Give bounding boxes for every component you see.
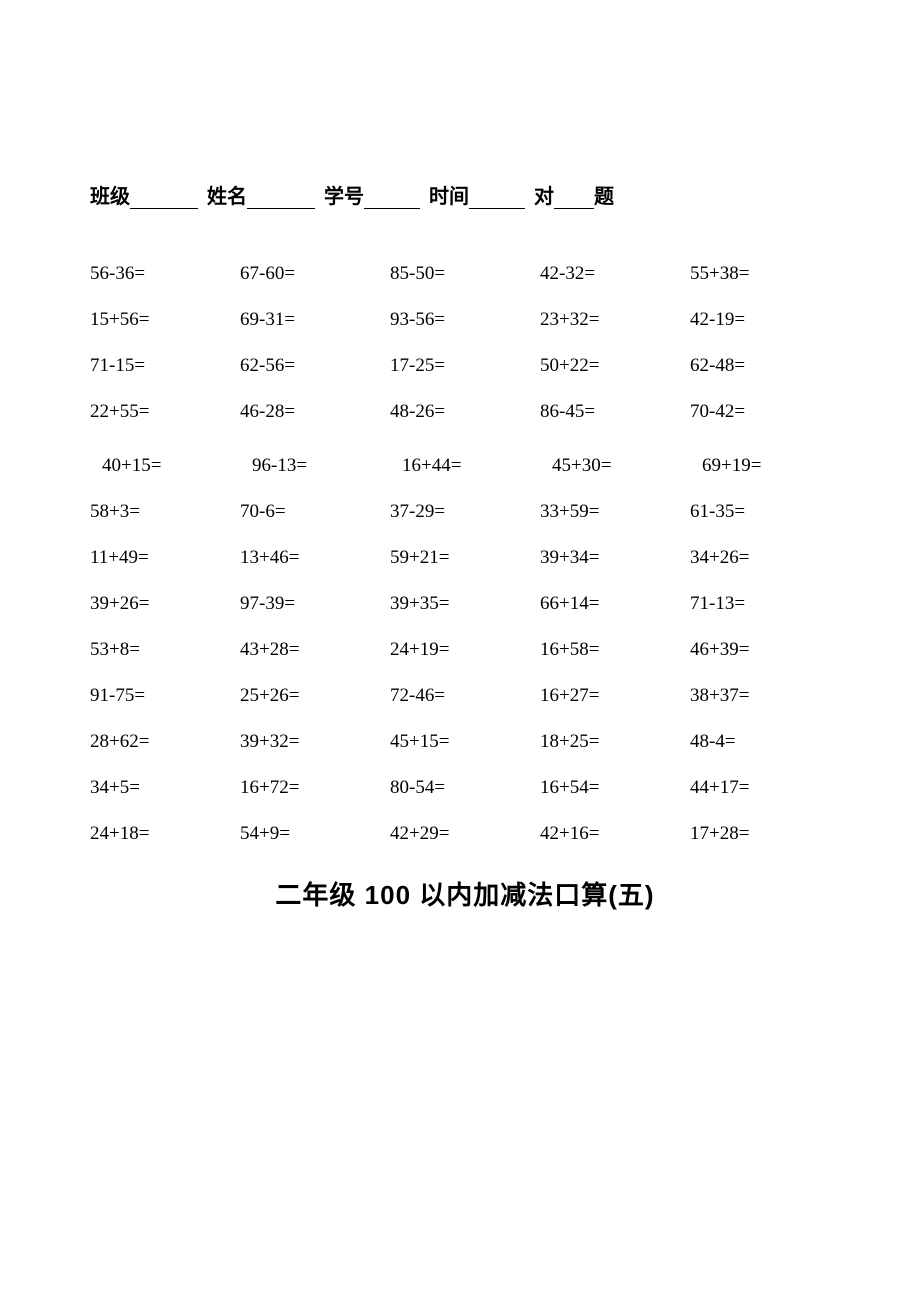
time-label: 时间 [429,186,469,208]
id-blank [364,187,420,209]
problem-cell: 71-15= [90,343,240,389]
problem-cell: 38+37= [690,673,840,719]
problem-cell: 53+8= [90,627,240,673]
problem-cell: 37-29= [390,489,540,535]
row-gap [90,435,240,443]
problems-grid: 56-36=67-60=85-50=42-32=55+38= 15+56=69-3… [90,251,840,857]
problem-cell: 97-39= [240,581,390,627]
problem-cell: 48-26= [390,389,540,435]
problem-cell: 15+56= [90,297,240,343]
problem-cell: 17+28= [690,811,840,857]
problem-cell: 71-13= [690,581,840,627]
problem-cell: 22+55= [90,389,240,435]
problem-cell: 66+14= [540,581,690,627]
problem-cell: 96-13= [240,443,390,489]
problem-cell: 45+30= [540,443,690,489]
class-label: 班级 [90,186,130,208]
class-blank [130,187,198,209]
row-gap [390,435,540,443]
problem-cell: 56-36= [90,251,240,297]
problem-cell: 11+49= [90,535,240,581]
problem-cell: 67-60= [240,251,390,297]
name-label: 姓名 [207,186,247,208]
problem-cell: 16+72= [240,765,390,811]
problem-cell: 91-75= [90,673,240,719]
row-gap [540,435,690,443]
problem-cell: 55+38= [690,251,840,297]
problem-cell: 17-25= [390,343,540,389]
worksheet-header: 班级 姓名 学号 时间 对 题 [90,180,840,209]
problem-cell: 69+19= [690,443,840,489]
problem-cell: 16+44= [390,443,540,489]
id-label: 学号 [324,186,364,208]
time-blank [469,187,525,209]
problem-cell: 39+32= [240,719,390,765]
problem-cell: 34+5= [90,765,240,811]
bottom-title: 二年级 100 以内加减法口算(五) [90,875,840,912]
correct-label: 对 [534,186,554,208]
problem-cell: 45+15= [390,719,540,765]
problem-cell: 23+32= [540,297,690,343]
problem-cell: 42-32= [540,251,690,297]
row-gap [690,435,840,443]
problem-cell: 46+39= [690,627,840,673]
problem-cell: 33+59= [540,489,690,535]
problem-cell: 80-54= [390,765,540,811]
problem-cell: 39+34= [540,535,690,581]
problem-cell: 39+26= [90,581,240,627]
problem-cell: 50+22= [540,343,690,389]
problem-cell: 16+27= [540,673,690,719]
problem-cell: 85-50= [390,251,540,297]
problem-cell: 46-28= [240,389,390,435]
problem-cell: 62-56= [240,343,390,389]
problem-cell: 42-19= [690,297,840,343]
problem-cell: 62-48= [690,343,840,389]
problem-cell: 39+35= [390,581,540,627]
name-blank [247,187,315,209]
problem-cell: 54+9= [240,811,390,857]
problem-cell: 16+54= [540,765,690,811]
problem-cell: 48-4= [690,719,840,765]
problem-cell: 72-46= [390,673,540,719]
problem-cell: 58+3= [90,489,240,535]
problem-cell: 93-56= [390,297,540,343]
row-gap [240,435,390,443]
problem-cell: 40+15= [90,443,240,489]
problem-cell: 86-45= [540,389,690,435]
problem-cell: 16+58= [540,627,690,673]
problem-cell: 28+62= [90,719,240,765]
problem-cell: 70-42= [690,389,840,435]
problem-cell: 18+25= [540,719,690,765]
problem-cell: 25+26= [240,673,390,719]
problem-cell: 42+16= [540,811,690,857]
problem-cell: 59+21= [390,535,540,581]
problem-cell: 34+26= [690,535,840,581]
problem-cell: 42+29= [390,811,540,857]
problem-cell: 13+46= [240,535,390,581]
problem-cell: 69-31= [240,297,390,343]
problem-cell: 43+28= [240,627,390,673]
problem-cell: 44+17= [690,765,840,811]
problem-cell: 24+18= [90,811,240,857]
problem-cell: 70-6= [240,489,390,535]
correct-blank [554,187,594,209]
problem-cell: 61-35= [690,489,840,535]
unit-label: 题 [594,186,614,208]
problem-cell: 24+19= [390,627,540,673]
